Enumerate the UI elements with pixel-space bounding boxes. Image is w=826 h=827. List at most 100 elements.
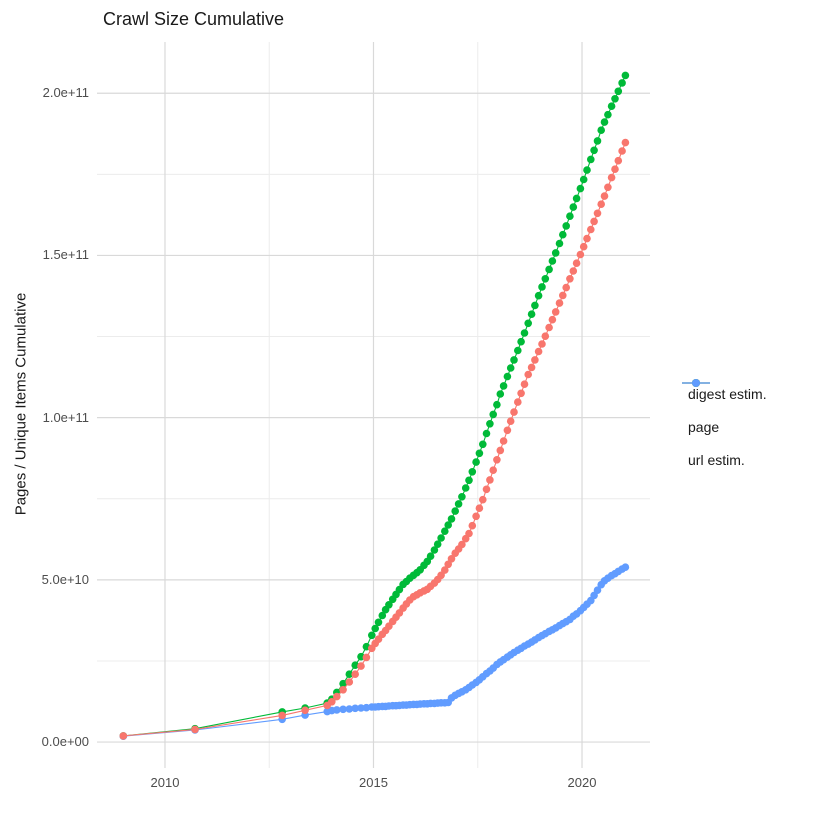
legend: digest estim. page url estim.: [681, 377, 767, 476]
data-point-page: [600, 118, 609, 126]
data-point-page: [604, 110, 612, 119]
data-point-digest-estim-: [524, 370, 532, 379]
data-point-digest-estim-: [579, 242, 588, 251]
data-point-digest-estim-: [458, 540, 466, 549]
data-point-page: [479, 440, 487, 449]
data-point-digest-estim-: [520, 380, 529, 389]
data-point-page: [475, 449, 484, 458]
data-point-page: [527, 310, 536, 319]
data-point-digest-estim-: [339, 686, 347, 694]
y-axis-title: Pages / Unique Items Cumulative: [12, 292, 30, 516]
data-point-page: [444, 521, 453, 529]
data-point-page: [378, 611, 387, 620]
data-point-digest-estim-: [489, 466, 498, 475]
data-point-page: [506, 364, 515, 372]
data-point-digest-estim-: [590, 217, 598, 226]
data-point-digest-estim-: [587, 225, 595, 234]
data-point-digest-estim-: [576, 250, 585, 259]
data-point-digest-estim-: [503, 426, 512, 435]
data-point-page: [447, 515, 456, 523]
data-point-page: [454, 500, 463, 508]
data-point-page: [597, 126, 605, 134]
data-point-digest-estim-: [545, 323, 553, 332]
data-point-digest-estim-: [562, 283, 570, 292]
data-point-page: [433, 540, 442, 548]
data-point-digest-estim-: [583, 234, 591, 243]
data-point-page: [614, 87, 623, 96]
data-point-page: [611, 95, 619, 103]
data-point-page: [503, 372, 512, 381]
data-point-page: [451, 507, 460, 515]
data-point-digest-estim-: [531, 356, 539, 364]
data-point-digest-estim-: [548, 315, 557, 324]
y-tick-label: 1.5e+11: [42, 247, 89, 263]
data-point-page: [468, 468, 477, 476]
data-point-page: [534, 291, 543, 300]
data-point-page: [607, 102, 616, 110]
data-point-digest-estim-: [345, 678, 354, 686]
legend-label: digest estim.: [688, 385, 767, 402]
data-point-page: [559, 230, 567, 239]
x-tick-label: 2010: [150, 775, 180, 790]
data-point-page: [514, 346, 522, 355]
data-point-page: [531, 301, 539, 310]
x-tick-label: 2015: [359, 775, 388, 790]
data-point-digest-estim-: [362, 653, 371, 662]
legend-key-icon: [682, 379, 710, 387]
data-point-digest-estim-: [468, 521, 477, 530]
data-point-digest-estim-: [328, 698, 336, 706]
data-point-page: [345, 670, 354, 678]
data-point-digest-estim-: [472, 512, 480, 521]
data-point-digest-estim-: [119, 732, 128, 740]
data-point-digest-estim-: [447, 555, 456, 563]
data-point-page: [621, 71, 630, 80]
data-point-url-estim-: [621, 563, 630, 571]
y-tick-label: 0.0e+00: [41, 734, 89, 750]
data-point-page: [555, 239, 564, 248]
data-point-page: [430, 546, 439, 554]
data-point-digest-estim-: [514, 398, 522, 406]
data-point-digest-estim-: [493, 456, 501, 464]
legend-label: page: [688, 418, 720, 435]
data-point-page: [486, 420, 494, 428]
data-point-page: [493, 400, 501, 409]
data-point-page: [374, 618, 383, 627]
data-point-digest-estim-: [506, 417, 515, 426]
data-point-page: [538, 283, 546, 291]
data-point-page: [437, 534, 445, 542]
data-point-digest-estim-: [600, 192, 609, 200]
data-point-digest-estim-: [566, 275, 574, 283]
data-point-digest-estim-: [482, 485, 491, 494]
y-tick-label: 2.0e+11: [42, 85, 89, 101]
data-point-digest-estim-: [538, 340, 546, 348]
data-point-digest-estim-: [621, 138, 630, 147]
data-point-digest-estim-: [444, 560, 453, 569]
data-point-digest-estim-: [607, 173, 616, 182]
data-point-page: [368, 631, 376, 640]
data-point-digest-estim-: [611, 165, 619, 173]
data-point-page: [385, 601, 393, 609]
data-point-page: [461, 484, 470, 492]
data-point-page: [576, 184, 585, 193]
data-point-page: [583, 166, 591, 174]
data-point-page: [551, 249, 560, 257]
data-point-page: [548, 257, 557, 265]
data-point-page: [618, 79, 626, 87]
data-point-digest-estim-: [534, 347, 543, 356]
data-point-digest-estim-: [517, 389, 525, 398]
x-tick-label: 2020: [567, 775, 597, 790]
data-point-page: [524, 319, 532, 328]
data-point-page: [496, 390, 505, 398]
data-point-page: [517, 337, 525, 346]
data-point-digest-estim-: [555, 299, 564, 307]
data-point-digest-estim-: [357, 662, 365, 670]
chart-title: Crawl Size Cumulative: [103, 9, 285, 29]
data-point-page: [587, 155, 595, 164]
data-point-digest-estim-: [551, 308, 560, 316]
data-point-digest-estim-: [618, 147, 626, 155]
data-point-page: [566, 212, 574, 220]
data-point-page: [541, 275, 550, 283]
data-point-page: [510, 356, 518, 364]
data-point-digest-estim-: [593, 209, 602, 218]
data-point-digest-estim-: [614, 156, 623, 165]
